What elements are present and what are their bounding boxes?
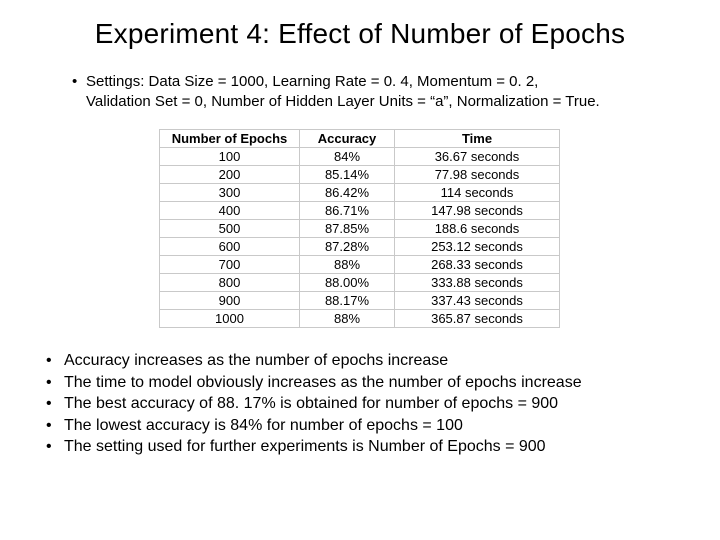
cell-epochs: 300: [160, 184, 300, 202]
cell-time: 337.43 seconds: [395, 292, 560, 310]
cell-epochs: 800: [160, 274, 300, 292]
bullet-icon: •: [46, 393, 64, 415]
cell-epochs: 100: [160, 148, 300, 166]
observation-item: The time to model obviously increases as…: [64, 372, 696, 394]
table-row: 40086.71%147.98 seconds: [160, 202, 560, 220]
cell-accuracy: 85.14%: [300, 166, 395, 184]
cell-epochs: 500: [160, 220, 300, 238]
bullet-icon: •: [46, 372, 64, 394]
table-row: 50087.85%188.6 seconds: [160, 220, 560, 238]
bullet-spacer: [72, 92, 86, 112]
table-row: 70088%268.33 seconds: [160, 256, 560, 274]
cell-time: 333.88 seconds: [395, 274, 560, 292]
cell-time: 77.98 seconds: [395, 166, 560, 184]
table-row: 100088%365.87 seconds: [160, 310, 560, 328]
observations-block: •Accuracy increases as the number of epo…: [46, 350, 696, 458]
epochs-table: Number of Epochs Accuracy Time 10084%36.…: [159, 129, 560, 328]
cell-accuracy: 87.85%: [300, 220, 395, 238]
cell-time: 188.6 seconds: [395, 220, 560, 238]
cell-accuracy: 86.42%: [300, 184, 395, 202]
table-row: 80088.00%333.88 seconds: [160, 274, 560, 292]
settings-block: • Settings: Data Size = 1000, Learning R…: [72, 72, 656, 111]
cell-epochs: 600: [160, 238, 300, 256]
cell-accuracy: 86.71%: [300, 202, 395, 220]
cell-accuracy: 88.17%: [300, 292, 395, 310]
cell-accuracy: 88%: [300, 310, 395, 328]
cell-time: 365.87 seconds: [395, 310, 560, 328]
cell-accuracy: 88%: [300, 256, 395, 274]
cell-epochs: 200: [160, 166, 300, 184]
bullet-icon: •: [46, 350, 64, 372]
cell-time: 36.67 seconds: [395, 148, 560, 166]
cell-epochs: 700: [160, 256, 300, 274]
cell-accuracy: 87.28%: [300, 238, 395, 256]
cell-accuracy: 88.00%: [300, 274, 395, 292]
slide-title: Experiment 4: Effect of Number of Epochs: [24, 18, 696, 50]
cell-epochs: 400: [160, 202, 300, 220]
header-accuracy: Accuracy: [300, 130, 395, 148]
epochs-table-wrap: Number of Epochs Accuracy Time 10084%36.…: [159, 129, 696, 328]
table-header-row: Number of Epochs Accuracy Time: [160, 130, 560, 148]
bullet-icon: •: [46, 436, 64, 458]
bullet-icon: •: [72, 72, 86, 92]
table-row: 90088.17%337.43 seconds: [160, 292, 560, 310]
header-epochs: Number of Epochs: [160, 130, 300, 148]
cell-time: 253.12 seconds: [395, 238, 560, 256]
settings-line2: Validation Set = 0, Number of Hidden Lay…: [86, 92, 656, 112]
observation-item: The setting used for further experiments…: [64, 436, 696, 458]
observation-item: The best accuracy of 88. 17% is obtained…: [64, 393, 696, 415]
observation-item: Accuracy increases as the number of epoc…: [64, 350, 696, 372]
cell-time: 268.33 seconds: [395, 256, 560, 274]
cell-accuracy: 84%: [300, 148, 395, 166]
table-row: 60087.28%253.12 seconds: [160, 238, 560, 256]
table-row: 10084%36.67 seconds: [160, 148, 560, 166]
cell-time: 114 seconds: [395, 184, 560, 202]
cell-time: 147.98 seconds: [395, 202, 560, 220]
header-time: Time: [395, 130, 560, 148]
observation-item: The lowest accuracy is 84% for number of…: [64, 415, 696, 437]
cell-epochs: 1000: [160, 310, 300, 328]
bullet-icon: •: [46, 415, 64, 437]
table-row: 30086.42%114 seconds: [160, 184, 560, 202]
table-row: 20085.14%77.98 seconds: [160, 166, 560, 184]
settings-line1: Settings: Data Size = 1000, Learning Rat…: [86, 72, 656, 92]
cell-epochs: 900: [160, 292, 300, 310]
